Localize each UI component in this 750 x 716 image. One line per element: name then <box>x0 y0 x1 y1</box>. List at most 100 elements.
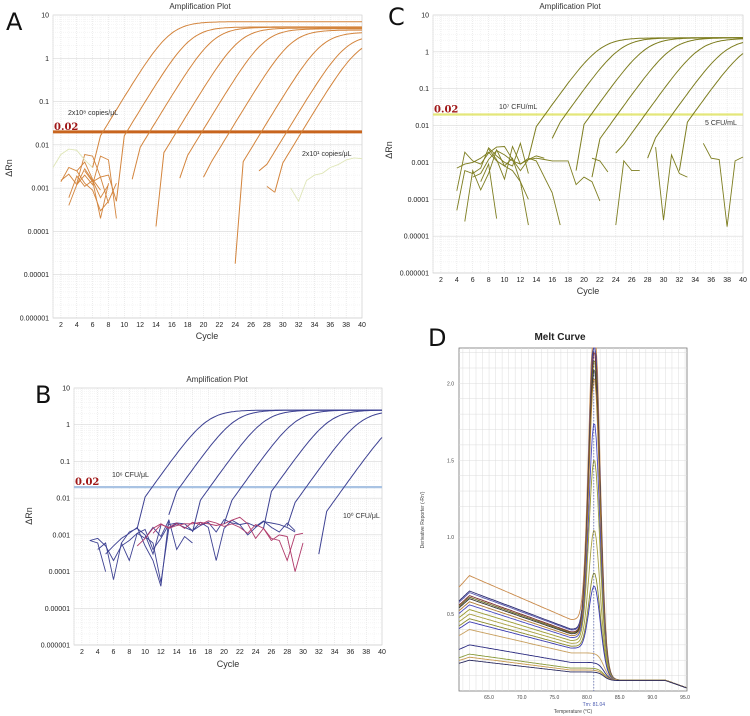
panel-b-ylabel: ΔRn <box>24 507 34 525</box>
y-tick-label: 1 <box>66 422 70 429</box>
x-tick-label: 16 <box>168 322 176 329</box>
x-tick-label: 4 <box>455 277 459 284</box>
x-tick-label: 6 <box>471 277 475 284</box>
panel-d-xlabel: Temperature (°C) <box>554 709 593 715</box>
x-tick-label: 26 <box>628 277 636 284</box>
baseline-noise-trace <box>120 519 296 562</box>
x-tick-label: 22 <box>215 322 223 329</box>
x-tick-label: 24 <box>612 277 620 284</box>
panel-b: 2 4 6 8 10 12 14 16 18 20 22 24 26 28 30 32 34 36 38 401010… <box>41 386 386 657</box>
baseline-noise-trace <box>480 162 498 219</box>
panel-a-xlabel: Cycle <box>196 331 219 341</box>
x-tick-label: 20 <box>220 649 228 656</box>
y-tick-label: 0.00001 <box>45 606 70 613</box>
x-tick-label: 18 <box>564 277 572 284</box>
amplification-curve <box>179 28 362 179</box>
x-tick-label: 12 <box>136 322 144 329</box>
panel-label-c: C <box>388 3 405 31</box>
x-tick-label: 40 <box>358 322 366 329</box>
x-tick-label: 28 <box>283 649 291 656</box>
x-tick-label: 22 <box>236 649 244 656</box>
x-tick-label: 36 <box>326 322 334 329</box>
y-tick-label: 1.5 <box>447 458 454 464</box>
x-tick-label: 34 <box>331 649 339 656</box>
panel-d-ylabel: Derivative Reporter (-Rn') <box>420 491 426 548</box>
x-tick-label: 36 <box>707 277 715 284</box>
x-tick-label: 85.0 <box>615 695 625 701</box>
panel-label-a: A <box>6 8 23 36</box>
x-tick-label: 18 <box>204 649 212 656</box>
amplification-curve <box>647 42 744 159</box>
y-tick-label: 1 <box>425 49 429 56</box>
amplification-curve <box>223 409 382 524</box>
melt-curve <box>458 659 687 689</box>
x-tick-label: 16 <box>548 277 556 284</box>
x-tick-label: 90.0 <box>648 695 658 701</box>
panel-c: 2 4 6 8 10 12 14 16 18 20 22 24 26 28 30 32 34 36 38 401010… <box>400 13 747 285</box>
baseline-noise-trace <box>702 143 744 227</box>
x-tick-label: 8 <box>487 277 491 284</box>
baseline-noise-trace <box>97 525 162 580</box>
plot-area <box>73 387 383 646</box>
x-tick-label: 22 <box>596 277 604 284</box>
amplification-curve <box>263 409 382 529</box>
amplification-curve <box>258 38 363 172</box>
x-tick-label: 26 <box>247 322 255 329</box>
x-tick-label: 2 <box>439 277 443 284</box>
x-tick-label: 30 <box>299 649 307 656</box>
threshold-label: 0.02 <box>434 104 458 115</box>
plot-area <box>458 347 688 692</box>
baseline-noise-trace <box>76 153 109 204</box>
y-tick-label: 0.00001 <box>24 272 49 279</box>
x-tick-label: 95.0 <box>680 695 690 701</box>
y-tick-label: 0.5 <box>447 612 454 618</box>
panel-c-annotation-low: 5 CFU/mL <box>705 120 737 127</box>
baseline-noise-trace <box>615 159 640 226</box>
amplification-curve <box>131 26 362 180</box>
y-tick-label: 0.00001 <box>404 234 429 241</box>
y-tick-label: 0.01 <box>56 496 70 503</box>
panel-a-title: Amplification Plot <box>169 2 231 11</box>
x-tick-label: 24 <box>252 649 260 656</box>
x-tick-label: 4 <box>96 649 100 656</box>
y-tick-label: 10 <box>421 13 429 20</box>
x-tick-label: 20 <box>580 277 588 284</box>
x-tick-label: 16 <box>189 649 197 656</box>
x-tick-label: 34 <box>691 277 699 284</box>
panel-label-b: B <box>35 381 51 409</box>
amplification-curve <box>678 53 744 171</box>
amplification-curve <box>234 32 363 264</box>
x-tick-label: 14 <box>532 277 540 284</box>
y-tick-label: 1.0 <box>447 535 454 541</box>
y-tick-label: 0.000001 <box>20 316 49 323</box>
baseline-noise-trace <box>266 186 276 193</box>
tm-label: Tm: 81.04 <box>583 702 606 708</box>
x-tick-label: 12 <box>157 649 165 656</box>
x-tick-label: 38 <box>723 277 731 284</box>
panel-d-title: Melt Curve <box>534 332 586 343</box>
threshold-label: 0.02 <box>54 122 78 133</box>
y-tick-label: 0.1 <box>60 459 70 466</box>
y-tick-label: 10 <box>41 13 49 20</box>
baseline-noise-trace <box>152 520 304 562</box>
panel-c-title: Amplification Plot <box>539 2 601 11</box>
x-tick-label: 2 <box>59 322 63 329</box>
y-tick-label: 0.1 <box>39 99 49 106</box>
panel-c-annotation-high: 10⁷ CFU/mL <box>499 104 537 111</box>
panel-label-d: D <box>428 324 446 352</box>
y-tick-label: 0.1 <box>419 86 429 93</box>
baseline-noise-trace <box>89 540 107 572</box>
baseline-noise-trace <box>456 151 529 200</box>
panel-b-title: Amplification Plot <box>186 375 248 384</box>
x-tick-label: 28 <box>263 322 271 329</box>
x-tick-label: 32 <box>315 649 323 656</box>
x-tick-label: 30 <box>279 322 287 329</box>
y-tick-label: 0.001 <box>31 186 49 193</box>
panel-a-annotation-high: 2x10⁸ copies/μL <box>68 110 118 117</box>
plot-area <box>432 14 744 274</box>
panel-a-ylabel: ΔRn <box>4 159 14 177</box>
panel-a: 2 4 6 8 10 12 14 16 18 20 22 24 26 28 30 32 34 36 38 401010… <box>20 13 366 330</box>
x-tick-label: 40 <box>739 277 747 284</box>
x-tick-label: 32 <box>676 277 684 284</box>
y-tick-label: 0.0001 <box>408 197 430 204</box>
